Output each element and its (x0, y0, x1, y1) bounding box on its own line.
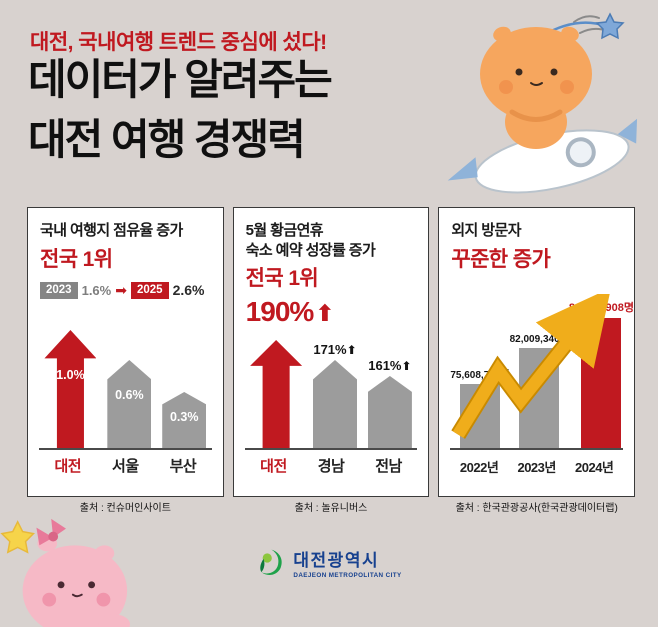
up-arrow-icon: ⬆ (315, 300, 334, 326)
logo-subtitle: DAEJEON METROPOLITAN CITY (293, 572, 402, 579)
card-booking-growth: 5월 황금연휴 숙소 예약 성장률 증가 전국 1위 190%⬆ 171%⬆ (232, 207, 430, 514)
source-caption: 출처 : 놀유니버스 (294, 503, 368, 514)
star-icon (595, 12, 625, 40)
x-label-2022: 2022년 (459, 460, 499, 475)
bar-value-label: 75,608,788명 (450, 370, 510, 381)
bar-value-label: 82,009,340명 (509, 334, 569, 345)
x-label-jeonnam: 전남 (375, 458, 402, 475)
value-2023: 1.6% (81, 282, 112, 298)
bar-column-busan: 0.3% (162, 392, 207, 448)
year-badge-2025: 2025 (130, 281, 169, 300)
logo-name: 대전광역시 (293, 551, 380, 570)
page-title: 데이터가 알려주는 대전 여행 경쟁력 (28, 50, 333, 170)
bar-value: 0.6% (115, 388, 144, 403)
bar-column-gyeongnam: 171%⬆ (313, 342, 357, 448)
bar-2023 (519, 348, 560, 448)
bar-value: 1.0% (56, 367, 85, 382)
card-rank: 꾸준한 증가 (451, 247, 551, 271)
share-bar-chart: 1.0% 0.6% 0.3% (39, 298, 212, 450)
title-line-1: 데이터가 알려주는 (28, 56, 333, 103)
daejeon-emblem-icon (260, 549, 282, 575)
bar-daejeon: 1.0% (44, 330, 97, 448)
card-domestic-share: 국내 여행지 점유율 증가 전국 1위 2023 1.6% ➡ 2025 2.6… (27, 207, 224, 514)
pink-mascot-graphic (0, 518, 131, 627)
bar-value: 161% (368, 358, 402, 373)
bar-column-2022: 75,608,788명 (450, 366, 510, 448)
growth-bar-chart: 171%⬆ 161%⬆ (244, 316, 418, 450)
bar-value-label: 84,639,908명 (568, 302, 635, 314)
x-label-busan: 부산 (169, 458, 197, 475)
value-2025: 2.6% (172, 282, 205, 299)
bar-seoul: 0.6% (107, 360, 152, 448)
bar-2022 (459, 384, 500, 448)
card-rank: 전국 1위 (245, 267, 319, 290)
x-label-seoul: 서울 (112, 458, 139, 475)
right-arrow-icon: ➡ (115, 282, 127, 299)
x-label-daejeon: 대전 (260, 458, 287, 475)
pink-mascot-illustration (0, 515, 134, 627)
x-axis-labels: 2022년 2023년 2024년 (450, 457, 623, 476)
bar-column-daejeon (250, 340, 303, 448)
bar-value-label: 171%⬆ (313, 342, 356, 357)
visitors-bar-chart: 75,608,788명 82,009,340명 84,639,908명 (450, 286, 634, 450)
bar-value-label: 161%⬆ (368, 358, 411, 373)
card-visitors: 외지 방문자 꾸준한 증가 75,608,788명 82,009,340명 84… (438, 207, 636, 514)
card-title: 5월 황금연휴 숙소 예약 성장률 증가 (246, 221, 417, 260)
bar-jeonnam (367, 376, 412, 448)
headline-value: 190%⬆ (246, 296, 417, 328)
bar-column-jeonnam: 161%⬆ (367, 358, 412, 448)
source-caption: 출처 : 한국관광공사(한국관광데이터랩) (455, 503, 618, 514)
rocket-mascot-illustration (424, 6, 654, 204)
star-icon (0, 520, 35, 554)
card-title: 외지 방문자 (451, 222, 521, 239)
card-title: 국내 여행지 점유율 증가 (40, 222, 183, 239)
headline-number: 190% (245, 296, 315, 327)
bar-column-seoul: 0.6% (107, 360, 152, 448)
bar-2024 (581, 318, 622, 448)
bar-value: 171% (313, 342, 347, 357)
bar-column-2023: 82,009,340명 (510, 330, 569, 448)
x-label-gyeongnam: 경남 (317, 458, 345, 475)
source-caption: 출처 : 컨슈머인사이트 (79, 503, 171, 514)
logo-text: 대전광역시 DAEJEON METROPOLITAN CITY (293, 546, 401, 579)
bar-value: 0.3% (169, 409, 199, 424)
x-label-2023: 2023년 (517, 460, 556, 475)
card-rank: 전국 1위 (40, 247, 113, 271)
year-badge-2023: 2023 (40, 281, 78, 300)
x-label-2024: 2024년 (575, 460, 614, 475)
bar-gyeongnam (313, 360, 357, 448)
title-line-2: 대전 여행 경쟁력 (28, 116, 306, 164)
x-axis-labels: 대전 경남 전남 (245, 455, 418, 476)
x-label-daejeon: 대전 (54, 458, 82, 475)
bar-daejeon (250, 340, 303, 448)
year-comparison: 2023 1.6% ➡ 2025 2.6% (40, 281, 211, 300)
bar-column-daejeon: 1.0% (44, 330, 97, 448)
x-axis-labels: 대전 서울 부산 (39, 455, 212, 476)
stat-cards: 국내 여행지 점유율 증가 전국 1위 2023 1.6% ➡ 2025 2.6… (27, 207, 636, 514)
bar-busan: 0.3% (162, 392, 207, 448)
up-arrow-icon: ⬆ (401, 359, 412, 373)
card-title-line-2: 숙소 예약 성장률 증가 (245, 241, 376, 259)
up-arrow-icon: ⬆ (346, 343, 357, 357)
daejeon-logo: 대전광역시 DAEJEON METROPOLITAN CITY (256, 546, 401, 579)
card-title-line-1: 5월 황금연휴 (245, 222, 324, 239)
rocket-mascot-graphic (447, 12, 638, 194)
tagline: 대전, 국내여행 트렌드 중심에 섰다! (30, 31, 327, 54)
bar-column-2024: 84,639,908명 (569, 299, 634, 448)
